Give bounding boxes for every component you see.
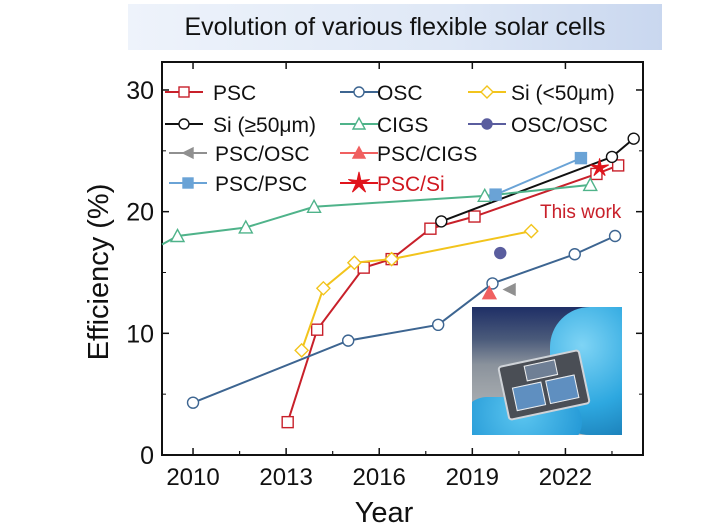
legend-label: PSC (213, 82, 256, 105)
legend-item: PSC/CIGS (340, 143, 477, 166)
legend-marker (351, 116, 367, 130)
data-point (435, 215, 448, 228)
data-point (424, 222, 437, 235)
data-point (481, 285, 498, 300)
series-psc-psc (489, 151, 588, 201)
data-point (310, 323, 324, 336)
y-tick-label: 10 (126, 320, 154, 348)
series-line (286, 164, 619, 423)
y-tick-label: 30 (126, 77, 154, 105)
legend-marker (480, 85, 494, 99)
legend-marker (181, 146, 194, 160)
legend-item: Si (≥50μm) (165, 114, 316, 137)
legend-item: PSC (165, 82, 256, 105)
x-axis-label: Year (355, 497, 414, 529)
legend-marker (348, 171, 370, 193)
series-si-50-m- (294, 223, 539, 358)
legend-marker (182, 177, 194, 189)
data-point (341, 334, 355, 347)
data-point (306, 198, 322, 213)
data-point (384, 251, 400, 267)
legend-marker (481, 118, 493, 130)
data-point (523, 223, 539, 239)
banner-title: Evolution of various flexible solar cell… (128, 4, 662, 50)
legend-item: OSC (340, 82, 423, 105)
legend-marker (178, 86, 190, 98)
data-point (315, 280, 331, 296)
data-point (574, 151, 588, 165)
inset-photo (472, 307, 622, 435)
this-work-annotation: This work (540, 202, 622, 223)
x-tick-label: 2016 (353, 464, 406, 491)
data-point (477, 187, 493, 203)
legend-label: Si (<50μm) (511, 82, 615, 105)
legend-marker (351, 145, 367, 159)
legend-item: PSC/PSC (169, 173, 307, 196)
legend-label: PSC/PSC (215, 173, 307, 196)
x-tick-label: 2022 (539, 464, 592, 491)
series-psc-cigs (481, 285, 498, 300)
data-point (489, 188, 502, 201)
legend-label: PSC/Si (377, 173, 445, 196)
data-point (582, 176, 598, 192)
data-point (346, 255, 362, 271)
data-point (294, 342, 310, 358)
series-line (192, 235, 616, 404)
legend-item: OSC/OSC (468, 114, 608, 137)
data-point (238, 219, 254, 234)
data-point (169, 228, 186, 243)
legend-label: PSC/OSC (215, 143, 310, 166)
y-axis-label: Efficiency (%) (83, 184, 115, 361)
series-psc-si (590, 158, 609, 176)
legend-label: CIGS (377, 114, 428, 137)
plot-frame (161, 61, 644, 456)
legend-item: PSC/Si (340, 171, 445, 196)
legend-marker (178, 118, 190, 130)
data-point (468, 210, 481, 223)
data-point (494, 246, 507, 260)
data-point (568, 248, 581, 261)
legend-item: Si (<50μm) (468, 82, 615, 105)
data-point (186, 396, 200, 409)
series-line (495, 157, 582, 196)
data-point (627, 132, 640, 145)
legend-item: PSC/OSC (169, 143, 310, 166)
legend-label: Si (≥50μm) (213, 114, 316, 137)
data-point (590, 158, 609, 176)
data-point (431, 318, 445, 332)
legend-label: OSC (377, 82, 423, 105)
legend-item: CIGS (340, 114, 428, 137)
series-cigs (161, 176, 598, 246)
x-tick-label: 2013 (259, 464, 312, 491)
legend-marker (353, 86, 365, 98)
data-point (611, 159, 625, 172)
y-tick-label: 20 (126, 199, 154, 227)
series-psc-osc (502, 282, 516, 297)
data-point (608, 229, 622, 243)
x-tick-label: 2019 (446, 464, 499, 491)
y-tick-label: 0 (140, 442, 154, 470)
legend-label: PSC/CIGS (377, 143, 477, 166)
data-point (502, 282, 516, 297)
data-point (605, 150, 619, 164)
series-psc (281, 159, 625, 429)
legend-label: OSC/OSC (511, 114, 608, 137)
data-point (281, 415, 294, 429)
series-osc-osc (494, 246, 507, 260)
x-tick-label: 2010 (166, 464, 219, 491)
